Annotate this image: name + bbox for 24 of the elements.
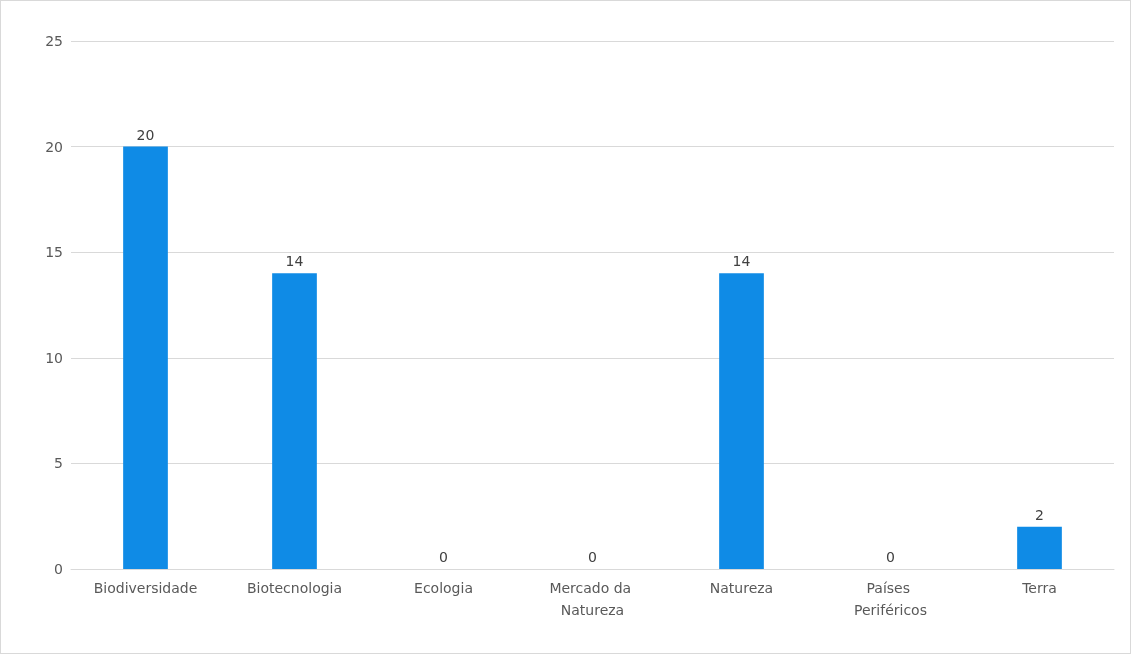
y-tick-label: 10 [45,349,63,366]
bar [1017,526,1062,569]
y-tick-label: 25 [45,33,63,49]
data-label: 0 [588,549,597,565]
data-label: 2 [1035,506,1044,523]
x-tick-label: Natureza [709,580,774,596]
x-tick-label: Ecologia [414,580,473,596]
y-tick-label: 5 [54,455,63,472]
x-tick-label: Biotecnologia [246,580,343,596]
bar [719,273,764,569]
x-tick-label: Biodiversidade [93,580,198,596]
x-tick-label: Mercado da Natureza [549,580,636,618]
data-label: 14 [285,253,304,270]
x-tick-label: Países Periféricos [854,580,927,618]
x-tick-label: Terra [1021,580,1057,596]
y-tick-label: 15 [45,244,63,261]
data-label: 14 [732,253,751,270]
y-tick-label: 0 [54,561,63,577]
bar [272,273,317,569]
y-tick-label: 20 [45,138,63,155]
bar [123,146,168,569]
data-label: 20 [136,126,155,143]
data-label: 0 [886,549,895,565]
data-label: 0 [439,549,448,565]
